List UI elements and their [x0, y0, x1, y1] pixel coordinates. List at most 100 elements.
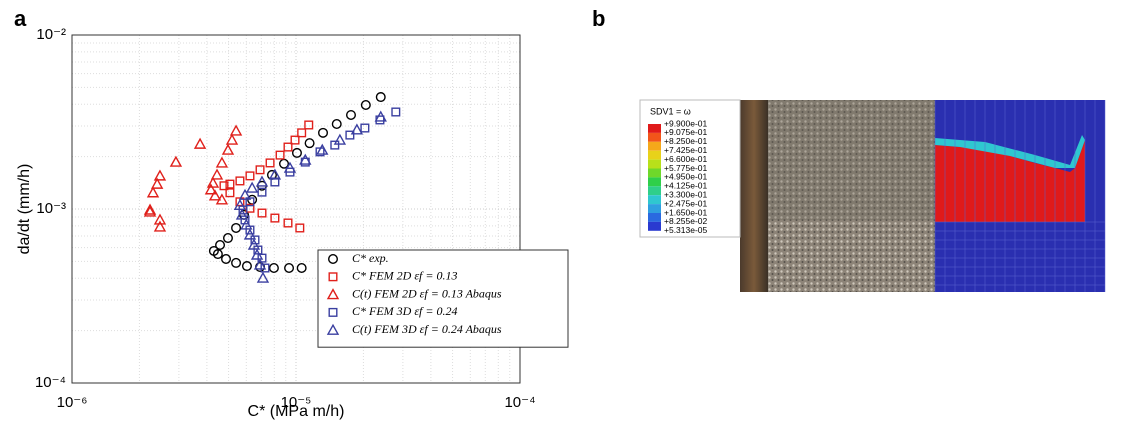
marker [204, 183, 218, 195]
color-swatch [648, 195, 661, 205]
marker [360, 123, 370, 133]
marker [331, 118, 342, 129]
color-swatch [648, 186, 661, 196]
marker [391, 107, 401, 117]
marker [326, 288, 340, 300]
marker [290, 135, 300, 145]
marker [222, 233, 233, 244]
marker [150, 177, 164, 189]
level-label: +9.900e-01 [664, 118, 708, 128]
marker [225, 179, 235, 189]
level-label: +3.300e-01 [664, 189, 708, 199]
x-tick-label: 10⁻⁵ [281, 394, 312, 411]
marker [247, 238, 261, 250]
marker [235, 176, 245, 186]
color-swatch [648, 204, 661, 213]
marker [304, 120, 314, 130]
marker [257, 187, 267, 197]
marker [146, 186, 160, 198]
y-axis-label: da/dt (mm/h) [16, 164, 33, 255]
marker [326, 323, 340, 335]
marker [143, 203, 157, 215]
marker [260, 263, 270, 273]
y-tick-label: 10⁻² [36, 26, 66, 43]
color-swatch [648, 150, 661, 160]
panel-label: a [14, 6, 27, 31]
level-label: +6.600e-01 [664, 154, 708, 164]
legend-box [317, 249, 569, 348]
legend-label: C* exp. [352, 251, 389, 265]
marker [169, 155, 183, 167]
color-swatch [648, 132, 661, 142]
marker [350, 123, 364, 135]
marker [291, 147, 302, 158]
marker [153, 213, 167, 225]
level-label: +7.425e-01 [664, 145, 708, 155]
color-swatch [648, 141, 661, 151]
marker [253, 258, 267, 270]
marker [268, 263, 279, 274]
marker [374, 110, 387, 122]
level-label: +8.250e-01 [664, 136, 708, 146]
marker [225, 188, 235, 198]
y-tick-label: 10⁻⁴ [35, 374, 66, 391]
marker [225, 133, 239, 145]
marker [270, 213, 280, 223]
marker [296, 263, 307, 274]
y-tick-label: 10⁻³ [36, 200, 66, 217]
marker [143, 205, 157, 217]
marker [245, 171, 255, 181]
level-label: +8.255e-02 [664, 216, 708, 226]
marker [328, 253, 339, 264]
marker [345, 109, 356, 120]
marker [316, 143, 329, 155]
marker [215, 240, 226, 251]
marker [241, 261, 252, 272]
marker [250, 248, 264, 260]
marker [219, 181, 229, 191]
marker [304, 138, 315, 149]
marker [284, 263, 295, 274]
marker [283, 161, 297, 173]
fem-mesh [934, 100, 1106, 292]
marker [221, 253, 232, 264]
x-axis-label: C* (MPa m/h) [248, 403, 345, 420]
marker [318, 127, 329, 138]
legend-label: C* FEM 3D εf = 0.24 [352, 304, 458, 318]
color-swatch [648, 213, 661, 222]
micrograph [740, 100, 935, 292]
marker [275, 150, 285, 160]
marker [330, 140, 340, 150]
marker [360, 100, 371, 111]
color-swatch [648, 168, 661, 178]
color-swatch [648, 159, 661, 169]
marker [208, 245, 219, 256]
legend-title: SDV1 = ω [650, 106, 691, 116]
marker [231, 257, 242, 268]
color-swatch [648, 124, 661, 133]
marker [233, 198, 247, 211]
x-tick-label: 10⁻⁶ [57, 394, 88, 411]
level-label: +4.950e-01 [664, 172, 708, 182]
marker [270, 177, 280, 187]
legend-label: C* FEM 2D εf = 0.13 [352, 269, 458, 283]
marker [257, 253, 267, 263]
level-label: +9.075e-01 [664, 127, 708, 137]
panel-label: b [592, 6, 605, 31]
marker [243, 228, 257, 240]
marker [215, 156, 229, 168]
marker [257, 208, 267, 218]
marker [221, 143, 235, 155]
level-label: +4.125e-01 [664, 181, 708, 191]
level-label: +5.313e-05 [664, 225, 708, 235]
color-swatch [648, 177, 661, 187]
marker [206, 176, 220, 188]
marker [283, 142, 293, 152]
marker [295, 223, 305, 233]
level-label: +2.475e-01 [664, 198, 708, 208]
marker [333, 133, 347, 145]
marker [256, 271, 270, 283]
marker [231, 222, 242, 233]
